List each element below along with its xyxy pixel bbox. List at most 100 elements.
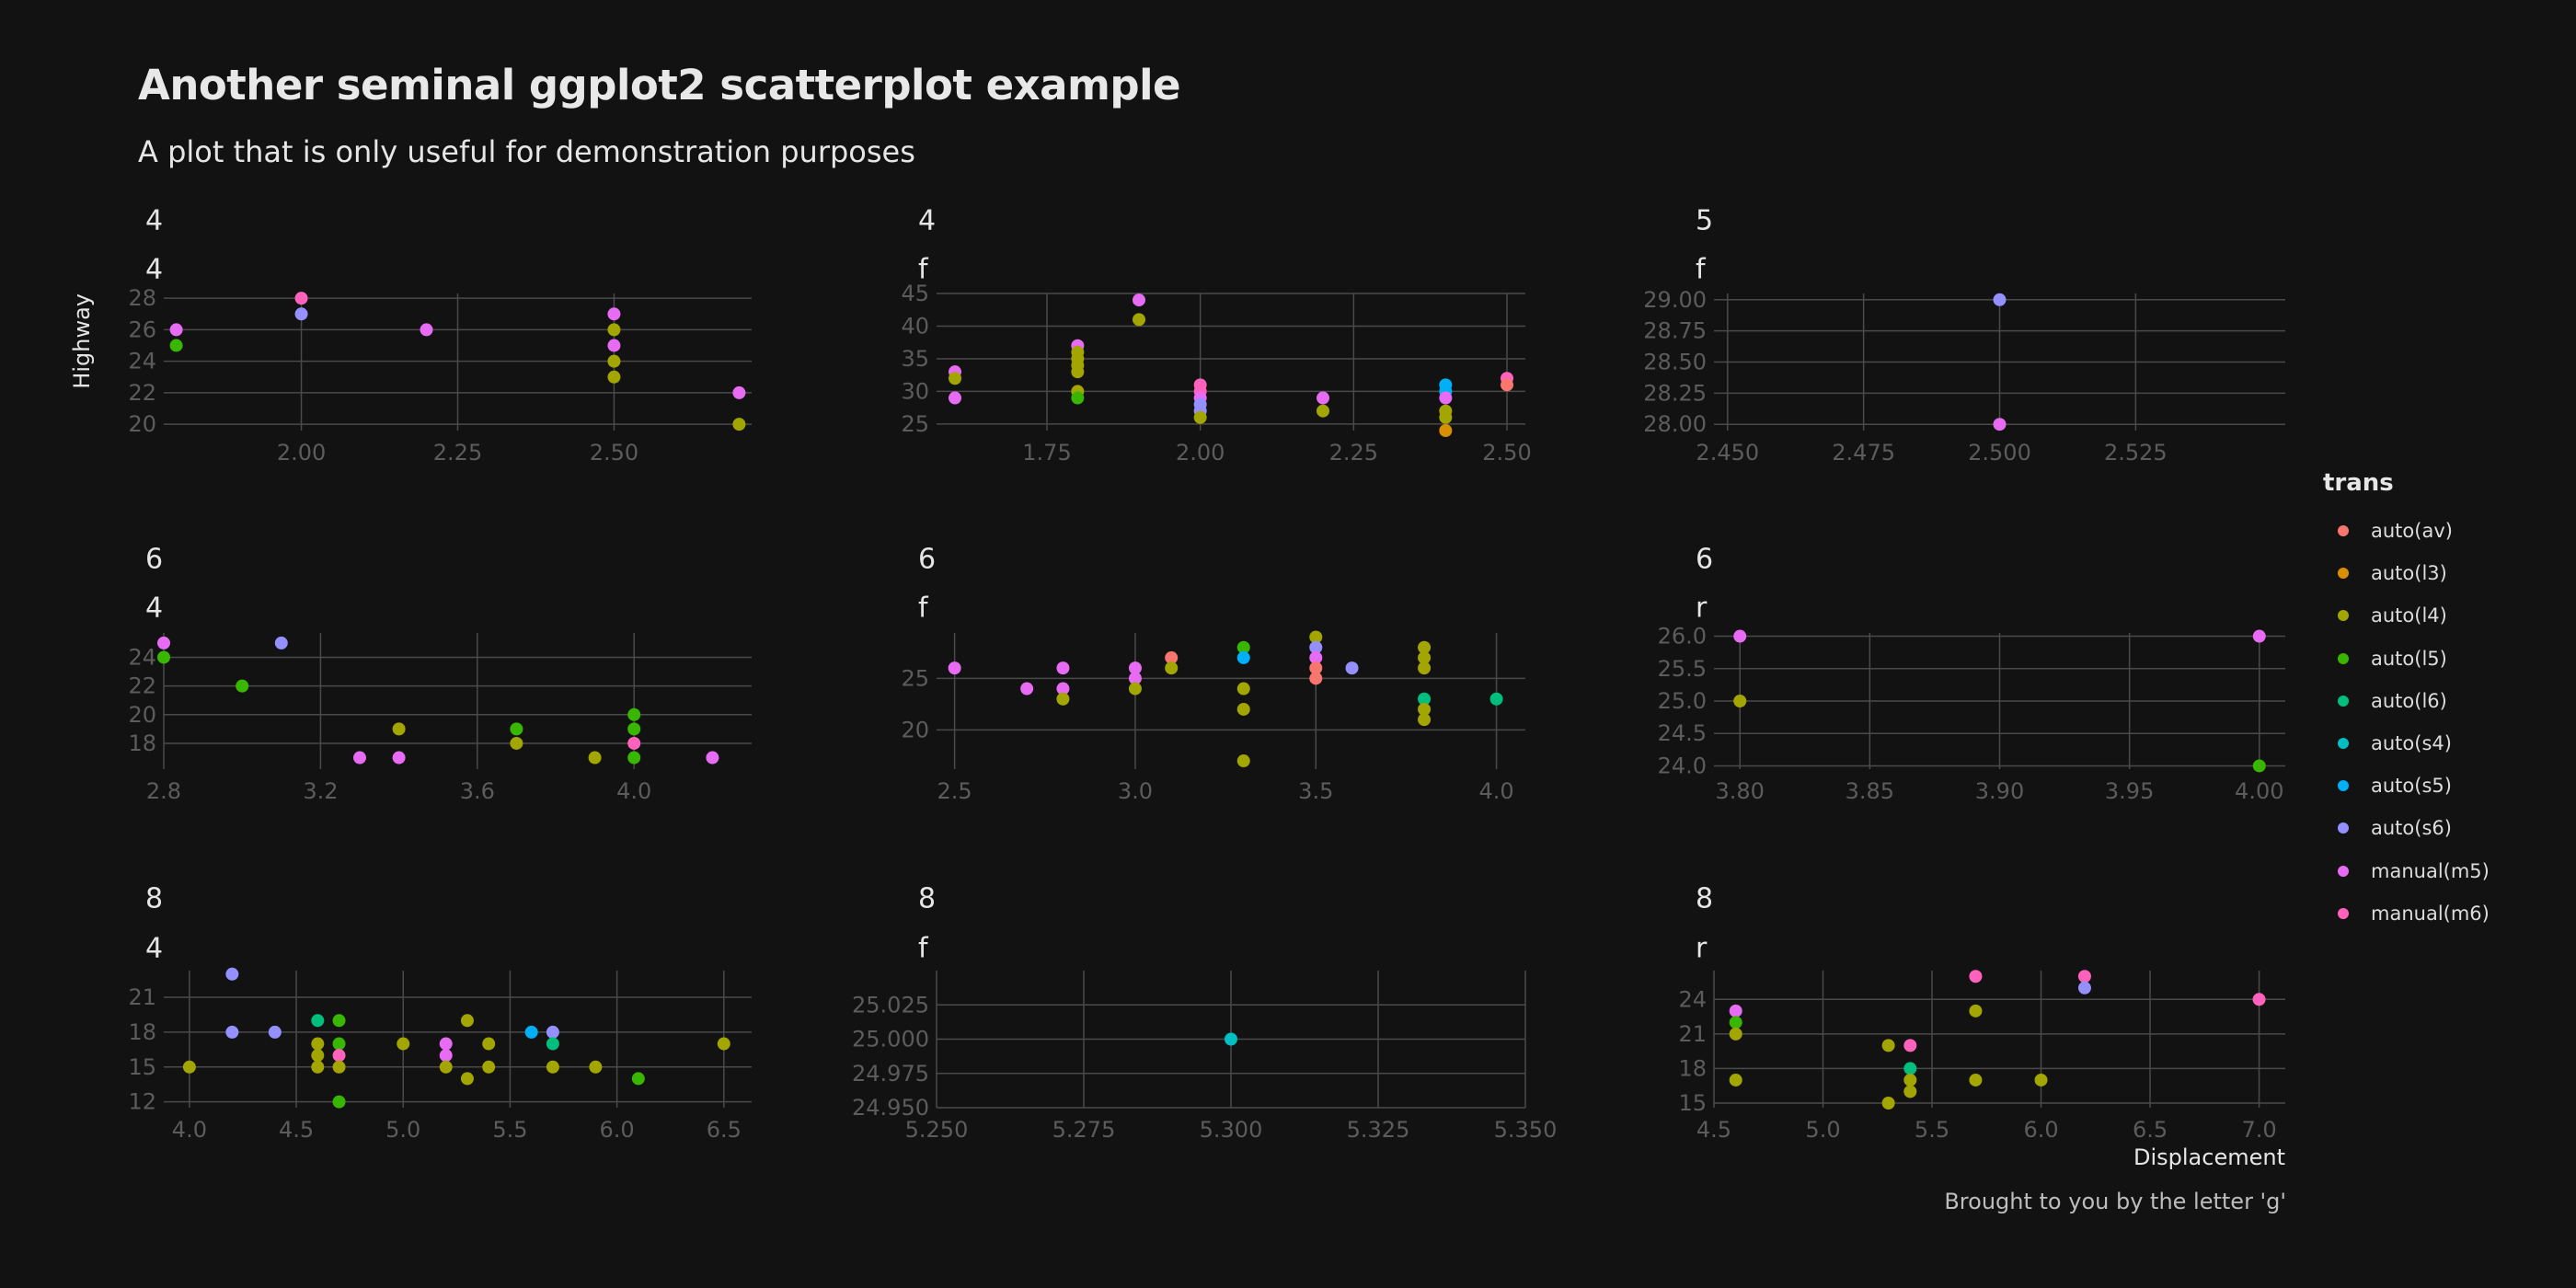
data-point: [274, 636, 288, 650]
x-tick-label: 5.5: [492, 1117, 527, 1143]
data-point: [1903, 1062, 1917, 1075]
x-tick-label: 3.0: [1118, 778, 1153, 804]
data-point: [1309, 650, 1323, 664]
data-point: [1056, 692, 1070, 706]
y-tick-label: 29.00: [1643, 287, 1707, 313]
x-tick-label: 2.25: [1329, 440, 1378, 466]
x-tick-label: 2.00: [277, 440, 326, 466]
x-tick-label: 2.500: [1968, 440, 2031, 466]
data-point: [2252, 629, 2266, 643]
x-tick-label: 2.00: [1176, 440, 1225, 466]
data-point: [546, 1060, 559, 1074]
x-tick-label: 2.475: [1832, 440, 1895, 466]
data-point: [1993, 418, 2007, 431]
legend-item: auto(av): [2323, 510, 2490, 552]
facet-strip-label: 4: [145, 254, 163, 286]
data-point: [524, 1025, 538, 1039]
x-tick-label: 4.5: [1696, 1117, 1731, 1143]
y-tick-label: 28.00: [1643, 411, 1707, 437]
data-point: [1165, 661, 1179, 675]
data-point: [732, 418, 746, 431]
legend-key-dot: [2338, 695, 2349, 707]
x-tick-label: 2.5: [937, 778, 972, 804]
data-point: [420, 323, 433, 337]
data-point: [332, 1095, 346, 1109]
legend-item: manual(m5): [2323, 850, 2490, 892]
data-point: [157, 636, 170, 650]
y-tick-label: 24.5: [1658, 720, 1707, 746]
data-point: [1317, 404, 1329, 418]
x-tick-label: 5.300: [1200, 1117, 1263, 1143]
data-point: [607, 323, 621, 337]
data-point: [1993, 293, 2007, 306]
data-point: [1236, 640, 1250, 654]
x-tick-label: 6.0: [600, 1117, 635, 1143]
y-tick-label: 24.975: [852, 1061, 929, 1087]
facet-strip-label: 8: [1696, 883, 1713, 915]
data-point: [1193, 410, 1207, 424]
x-tick-label: 3.2: [303, 778, 338, 804]
x-tick-label: 5.275: [1052, 1117, 1116, 1143]
legend-label: manual(m6): [2371, 902, 2490, 925]
y-tick-label: 22: [128, 673, 156, 699]
data-point: [1969, 1004, 1983, 1018]
data-point: [1729, 1016, 1742, 1029]
data-point: [1236, 682, 1250, 696]
x-tick-label: 4.0: [1479, 778, 1514, 804]
data-point: [1418, 692, 1432, 706]
data-point: [1056, 661, 1070, 675]
y-tick-label: 22: [128, 380, 156, 406]
facet-strip-label: f: [918, 933, 929, 965]
legend-key-dot: [2338, 568, 2349, 580]
x-tick-label: 5.325: [1347, 1117, 1410, 1143]
y-tick-label: 18: [128, 730, 156, 756]
legend-item: manual(m6): [2323, 892, 2490, 935]
data-point: [627, 751, 641, 765]
data-point: [1729, 1027, 1742, 1041]
data-point: [332, 1060, 346, 1074]
x-axis-label: Displacement: [2133, 1144, 2285, 1170]
data-point: [1345, 661, 1359, 675]
y-tick-label: 25.025: [852, 992, 929, 1018]
data-point: [2252, 759, 2266, 773]
x-tick-label: 7.0: [2241, 1117, 2276, 1143]
x-tick-label: 5.0: [385, 1117, 420, 1143]
plot-subtitle: A plot that is only useful for demonstra…: [138, 134, 915, 169]
data-point: [1309, 630, 1323, 644]
legend-label: auto(l6): [2371, 689, 2447, 712]
y-tick-label: 28.50: [1643, 350, 1707, 375]
data-point: [589, 1060, 603, 1074]
data-point: [607, 307, 621, 321]
data-point: [169, 339, 183, 352]
x-tick-label: 4.0: [172, 1117, 207, 1143]
data-point: [236, 679, 249, 693]
y-tick-label: 24.950: [852, 1095, 929, 1121]
data-point: [460, 1072, 474, 1086]
data-point: [439, 1037, 453, 1051]
data-point: [1439, 424, 1453, 437]
facet-strip-label: 6: [145, 544, 163, 576]
facet-strip-label: f: [1696, 254, 1707, 286]
data-point: [1056, 682, 1070, 696]
legend-item: auto(l3): [2323, 552, 2490, 594]
data-point: [169, 323, 183, 337]
x-tick-label: 3.95: [2105, 778, 2154, 804]
data-point: [225, 967, 239, 981]
facet-strip-label: 8: [918, 883, 936, 915]
x-tick-label: 3.85: [1846, 778, 1894, 804]
legend-key-dot: [2338, 907, 2349, 919]
data-point: [1729, 1004, 1742, 1018]
data-point: [1903, 1039, 1917, 1052]
data-point: [482, 1037, 496, 1051]
data-point: [627, 707, 641, 721]
y-tick-label: 35: [901, 346, 929, 372]
legend-item: auto(s4): [2323, 722, 2490, 765]
legend-key-dot: [2338, 738, 2349, 750]
data-point: [439, 1060, 453, 1074]
data-point: [948, 661, 961, 675]
y-tick-label: 24: [128, 644, 156, 670]
data-point: [1729, 1073, 1742, 1087]
y-tick-label: 20: [128, 411, 156, 437]
data-point: [510, 736, 523, 750]
x-tick-label: 3.6: [460, 778, 495, 804]
